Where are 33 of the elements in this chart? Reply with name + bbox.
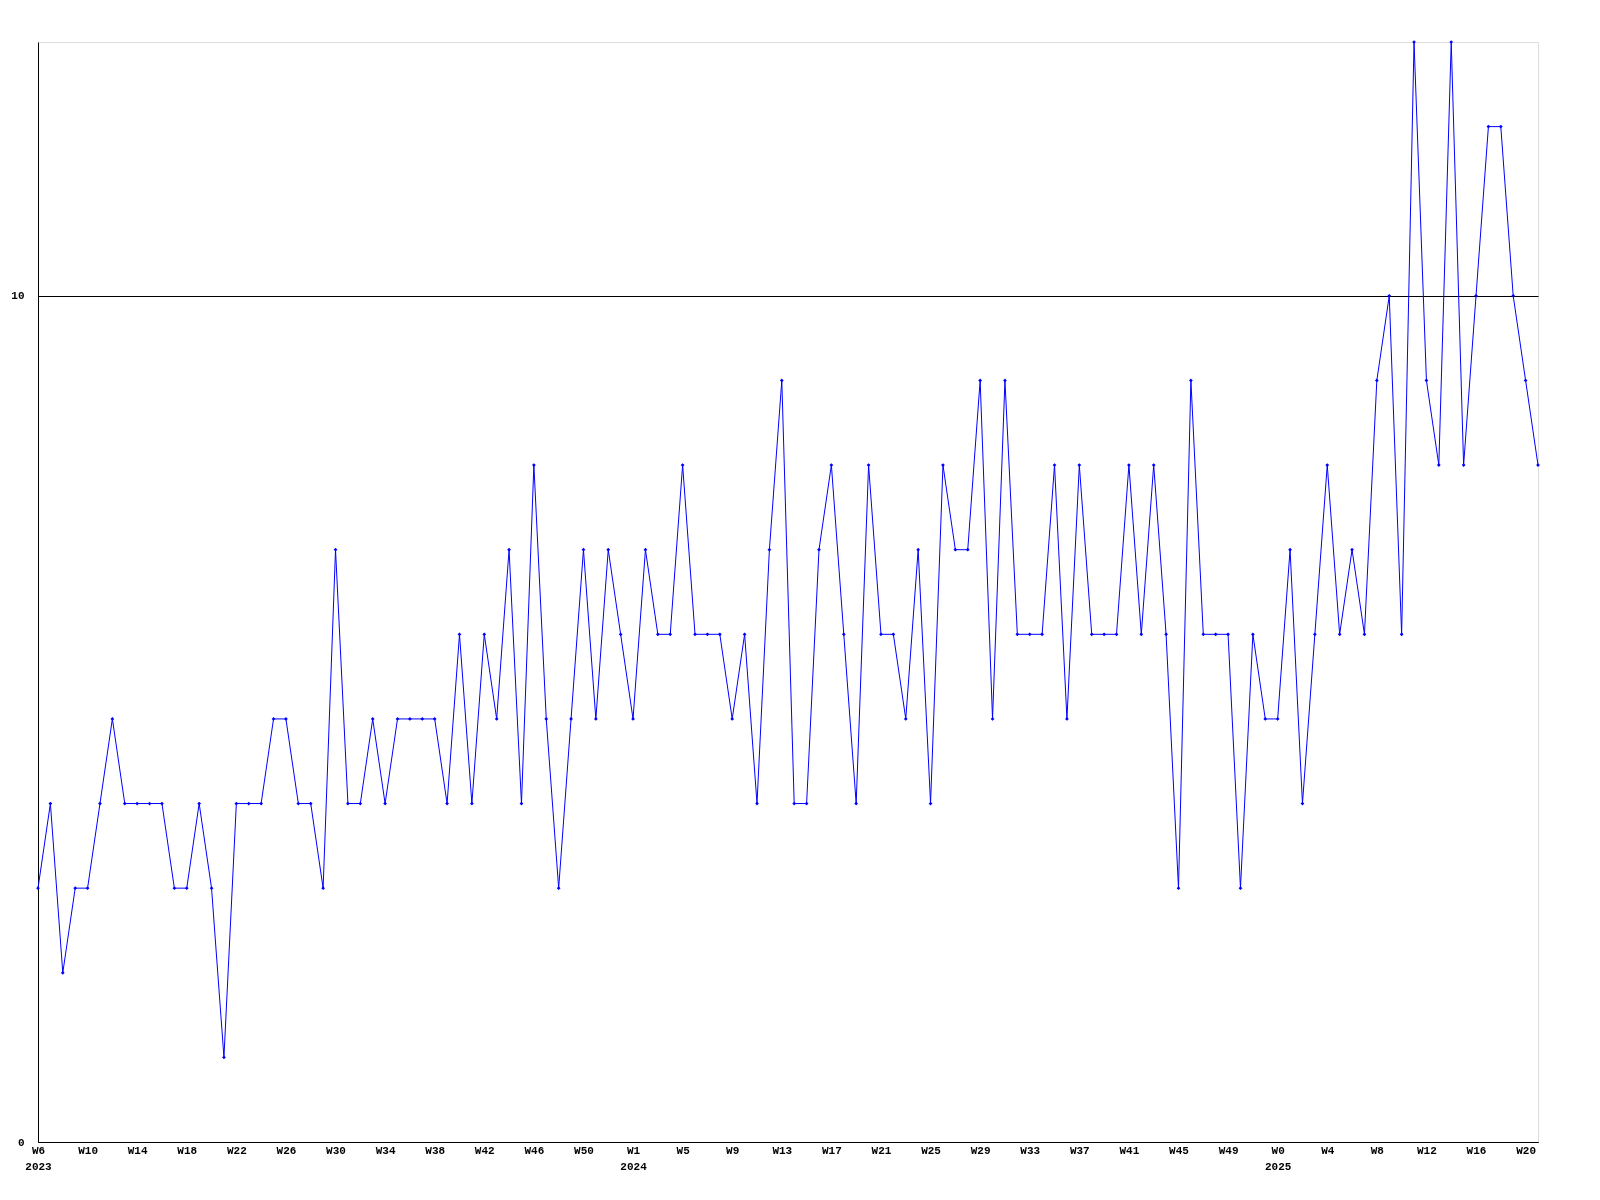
x-tick-label: W6 2023 — [25, 1144, 53, 1173]
x-tick-label: W50 — [574, 1144, 594, 1157]
x-tick-label: W20 — [1516, 1144, 1537, 1157]
y-tick-label: 10 — [11, 290, 25, 303]
x-tick-label: W38 — [425, 1144, 446, 1157]
x-tick-label: W30 — [326, 1144, 346, 1157]
x-tick-label: W33 — [1020, 1144, 1041, 1157]
x-tick-label: W21 — [871, 1144, 892, 1157]
x-tick-label: W4 — [1321, 1144, 1335, 1157]
x-tick-label: W12 — [1417, 1144, 1437, 1157]
x-tick-label: W46 — [524, 1144, 545, 1157]
x-tick-label: W17 — [821, 1144, 842, 1157]
x-tick-label: W34 — [375, 1144, 396, 1157]
x-tick-label: W45 — [1169, 1144, 1190, 1157]
x-tick-label: W13 — [772, 1144, 793, 1157]
x-tick-label: W29 — [970, 1144, 991, 1157]
x-tick-label: W49 — [1218, 1144, 1239, 1157]
x-tick-label: W8 — [1370, 1144, 1385, 1157]
x-tick-label: W41 — [1119, 1144, 1140, 1157]
x-tick-label: W22 — [226, 1144, 247, 1157]
x-tick-label: W9 — [726, 1144, 740, 1157]
x-tick-label: W0 2025 — [1264, 1144, 1292, 1173]
x-tick-label: W14 — [127, 1144, 148, 1157]
x-tick-label: W10 — [78, 1144, 98, 1157]
x-tick-label: W26 — [276, 1144, 297, 1157]
y-tick-label: 0 — [17, 1136, 25, 1149]
x-tick-label: W25 — [921, 1144, 942, 1157]
x-tick-label: W5 — [676, 1144, 691, 1157]
x-tick-label: W1 2024 — [620, 1144, 648, 1173]
x-tick-label: W18 — [177, 1144, 198, 1157]
x-tick-label: W42 — [474, 1144, 495, 1157]
x-tick-label: W16 — [1466, 1144, 1487, 1157]
x-tick-label: W37 — [1069, 1144, 1090, 1157]
